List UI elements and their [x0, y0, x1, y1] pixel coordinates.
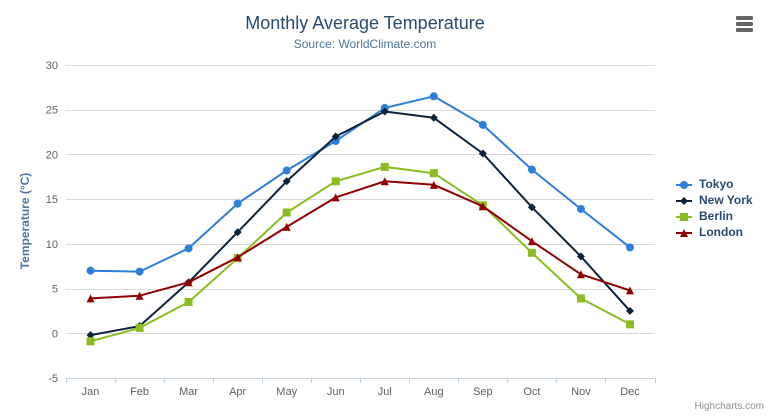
triangle-marker-icon — [331, 193, 340, 202]
square-marker-icon — [135, 323, 144, 332]
circle-marker-icon — [576, 204, 585, 213]
triangle-marker-icon — [576, 270, 585, 279]
legend-label: New York — [699, 193, 753, 207]
series-tokyo[interactable] — [86, 92, 634, 276]
x-tick-label: Nov — [571, 386, 591, 398]
triangle-marker-icon — [429, 180, 438, 189]
x-tick-label: Feb — [130, 386, 149, 398]
x-tick-label: May — [276, 386, 297, 398]
y-tick-label: 25 — [46, 105, 58, 117]
diamond-marker-icon — [331, 132, 340, 141]
circle-marker-icon — [86, 266, 95, 275]
x-tick-label: Sep — [473, 386, 493, 398]
x-tick-label: Apr — [229, 386, 246, 398]
legend-label: London — [699, 225, 743, 239]
diamond-marker-icon — [380, 107, 389, 116]
y-tick-label: -5 — [48, 373, 58, 385]
diamond-marker-icon — [625, 306, 634, 315]
series-london[interactable] — [86, 177, 634, 303]
x-tick-label: Dec — [620, 386, 640, 398]
x-tick-label: Aug — [424, 386, 444, 398]
square-marker-icon — [429, 169, 438, 178]
circle-marker-icon — [233, 199, 242, 208]
series-line — [89, 95, 631, 273]
square-marker-icon — [86, 337, 95, 346]
square-marker-icon — [184, 297, 193, 306]
hamburger-icon — [736, 28, 753, 32]
legend-item-new-york[interactable]: New York — [676, 193, 753, 208]
triangle-marker-icon — [625, 286, 634, 295]
series-line — [89, 110, 631, 337]
triangle-marker-icon — [380, 177, 389, 186]
legend-marker — [676, 196, 692, 205]
y-tick-label: 5 — [52, 284, 58, 296]
triangle-marker-icon — [184, 278, 193, 287]
series-line — [89, 180, 631, 300]
square-marker-icon — [680, 212, 688, 221]
credits-link[interactable]: Highcharts.com — [694, 401, 764, 412]
legend-label: Tokyo — [699, 177, 734, 191]
square-marker-icon — [331, 177, 340, 186]
circle-marker-icon — [282, 166, 291, 175]
chart-title: Monthly Average Temperature — [245, 13, 485, 33]
legend-item-london[interactable]: London — [676, 225, 753, 240]
diamond-marker-icon — [282, 177, 291, 186]
circle-marker-icon — [680, 180, 688, 189]
series-line — [89, 165, 631, 343]
legend-label: Berlin — [699, 209, 734, 223]
diamond-marker-icon — [527, 203, 536, 212]
triangle-marker-icon — [86, 294, 95, 303]
x-tick-label: Oct — [523, 386, 540, 398]
legend-item-berlin[interactable]: Berlin — [676, 209, 753, 224]
y-axis-title: Temperature (°C) — [18, 172, 32, 270]
square-marker-icon — [380, 162, 389, 171]
series-new-york[interactable] — [86, 107, 634, 340]
hamburger-icon — [736, 22, 753, 26]
circle-marker-icon — [527, 165, 536, 174]
triangle-marker-icon — [282, 222, 291, 231]
circle-marker-icon — [478, 120, 487, 129]
x-tick-label: Jan — [82, 386, 100, 398]
y-tick-label: 30 — [46, 60, 58, 72]
circle-marker-icon — [625, 243, 634, 252]
diamond-marker-icon — [429, 113, 438, 122]
legend-marker — [676, 180, 692, 189]
x-tick-label: Jul — [378, 386, 392, 398]
hamburger-icon — [736, 16, 753, 20]
square-marker-icon — [282, 208, 291, 217]
circle-marker-icon — [135, 267, 144, 276]
legend: Tokyo New York Berlin London — [676, 177, 753, 240]
diamond-marker-icon — [233, 228, 242, 237]
export-menu-button[interactable] — [733, 14, 757, 34]
diamond-marker-icon — [576, 252, 585, 261]
triangle-marker-icon — [680, 228, 688, 237]
y-tick-label: 10 — [46, 239, 58, 251]
x-tick-label: Mar — [179, 386, 198, 398]
diamond-marker-icon — [478, 149, 487, 158]
y-tick-label: 15 — [46, 194, 58, 206]
square-marker-icon — [625, 320, 634, 329]
legend-marker — [676, 228, 692, 237]
square-marker-icon — [576, 294, 585, 303]
diamond-marker-icon — [86, 331, 95, 340]
legend-marker — [676, 212, 692, 221]
square-marker-icon — [527, 248, 536, 257]
diamond-marker-icon — [680, 196, 688, 205]
x-tick-label: Jun — [327, 386, 345, 398]
circle-marker-icon — [429, 92, 438, 101]
circle-marker-icon — [184, 244, 193, 253]
y-tick-label: 20 — [46, 149, 58, 161]
y-tick-label: 0 — [52, 328, 58, 340]
triangle-marker-icon — [527, 237, 536, 246]
legend-item-tokyo[interactable]: Tokyo — [676, 177, 753, 192]
triangle-marker-icon — [233, 253, 242, 262]
triangle-marker-icon — [478, 202, 487, 211]
triangle-marker-icon — [135, 291, 144, 300]
chart-subtitle: Source: WorldClimate.com — [293, 37, 437, 51]
